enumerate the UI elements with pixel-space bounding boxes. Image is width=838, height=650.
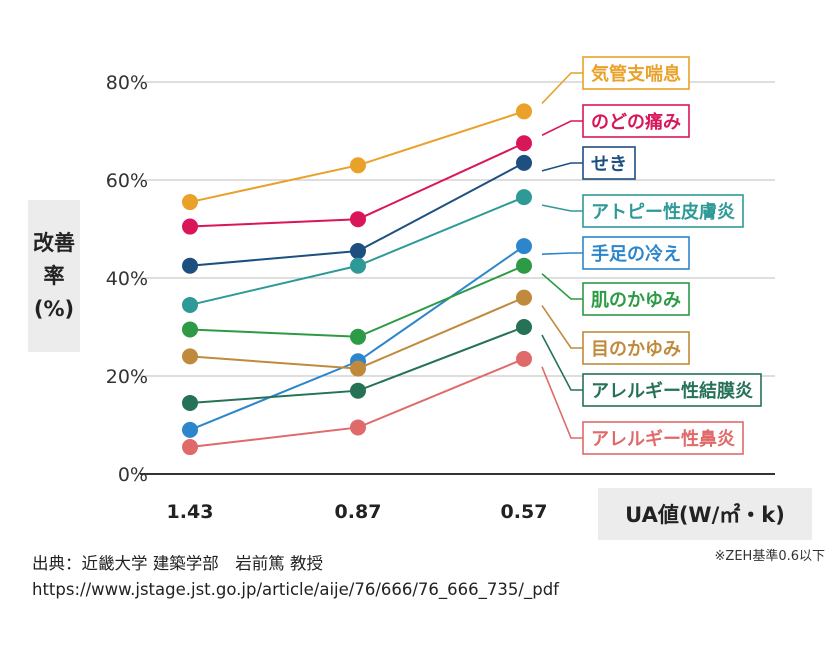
- callout-leader: [541, 252, 583, 255]
- data-point: [182, 394, 198, 411]
- data-point: [350, 360, 366, 377]
- series-label-box: [582, 421, 744, 455]
- series-label-box: [582, 104, 690, 138]
- series-line: [189, 264, 525, 338]
- data-point: [182, 296, 198, 313]
- x-tick-label: 0.87: [335, 501, 382, 523]
- data-point: [182, 218, 198, 235]
- callout-leader: [541, 305, 583, 349]
- data-point: [350, 211, 366, 228]
- data-point: [350, 419, 366, 436]
- callout-leader: [541, 273, 583, 300]
- data-point: [182, 421, 198, 438]
- data-point: [182, 321, 198, 338]
- series-label: 目のかゆみ: [591, 339, 681, 360]
- data-point: [516, 350, 532, 367]
- y-tick-label: 60%: [106, 170, 148, 192]
- data-point: [516, 319, 532, 335]
- series-label: 手足の冷え: [591, 243, 681, 265]
- series-label: 肌のかゆみ: [591, 290, 681, 311]
- series-label-box: [582, 146, 636, 180]
- y-axis-label-box: 改善率 (%): [28, 200, 80, 352]
- data-point: [182, 348, 198, 365]
- data-point: [182, 257, 198, 274]
- data-point: [350, 382, 366, 399]
- data-point: [182, 439, 198, 456]
- series-label-box: [582, 56, 690, 90]
- y-axis-ticks: 0% 20% 40% 60% 80%: [106, 72, 148, 486]
- y-axis-label: 改善率 (%): [33, 230, 75, 321]
- data-point: [516, 189, 532, 206]
- series-callouts: 気管支喘息のどの痛みせきアトピー性皮膚炎手足の冷え肌のかゆみ目のかゆみアレルギー…: [541, 56, 762, 455]
- source-url[interactable]: https://www.jstage.jst.go.jp/article/aij…: [32, 580, 559, 599]
- series-label-box: [582, 236, 690, 270]
- source-credit: 出典：近畿大学 建築学部 岩前篤 教授: [32, 554, 323, 573]
- callout-leader: [541, 162, 583, 172]
- data-point: [516, 135, 532, 152]
- series-label-box: [582, 282, 690, 316]
- series-label: せき: [591, 154, 627, 175]
- data-point: [182, 194, 198, 211]
- footnote: ※ZEH基準0.6以下: [714, 549, 825, 564]
- x-axis-label-box: UA値(W/㎡・k): [598, 488, 812, 540]
- callout-leader: [541, 120, 583, 136]
- y-tick-label: 80%: [106, 72, 148, 94]
- x-axis-ticks: 1.43 0.87 0.57: [167, 501, 548, 523]
- series-label-box: [582, 331, 690, 365]
- series-label: アレルギー性鼻炎: [591, 428, 735, 450]
- data-point: [516, 154, 532, 171]
- data-point: [516, 103, 532, 120]
- data-point: [516, 289, 532, 306]
- series-label-box: [582, 194, 744, 228]
- data-point: [350, 157, 366, 174]
- series-label: のどの痛み: [591, 111, 681, 133]
- callout-leader: [541, 334, 583, 391]
- series-label: アトピー性皮膚炎: [591, 201, 735, 223]
- grid-lines: [140, 81, 775, 475]
- data-point: [516, 238, 532, 255]
- y-tick-label: 20%: [106, 366, 148, 388]
- series-lines: [182, 103, 532, 456]
- data-point: [350, 257, 366, 274]
- data-point: [350, 328, 366, 345]
- y-tick-label: 0%: [118, 464, 148, 486]
- series-label-box: [582, 373, 762, 407]
- series-label: 気管支喘息: [591, 63, 681, 85]
- x-axis-label: UA値(W/㎡・k): [625, 503, 785, 527]
- data-point: [350, 243, 366, 260]
- callout-leader: [541, 204, 583, 212]
- x-tick-label: 0.57: [501, 501, 548, 523]
- callout-leader: [541, 366, 583, 439]
- x-tick-label: 1.43: [167, 501, 214, 523]
- y-tick-label: 40%: [106, 268, 148, 290]
- series-label: アレルギー性結膜炎: [591, 380, 753, 402]
- data-point: [516, 257, 532, 274]
- callout-leader: [541, 72, 583, 104]
